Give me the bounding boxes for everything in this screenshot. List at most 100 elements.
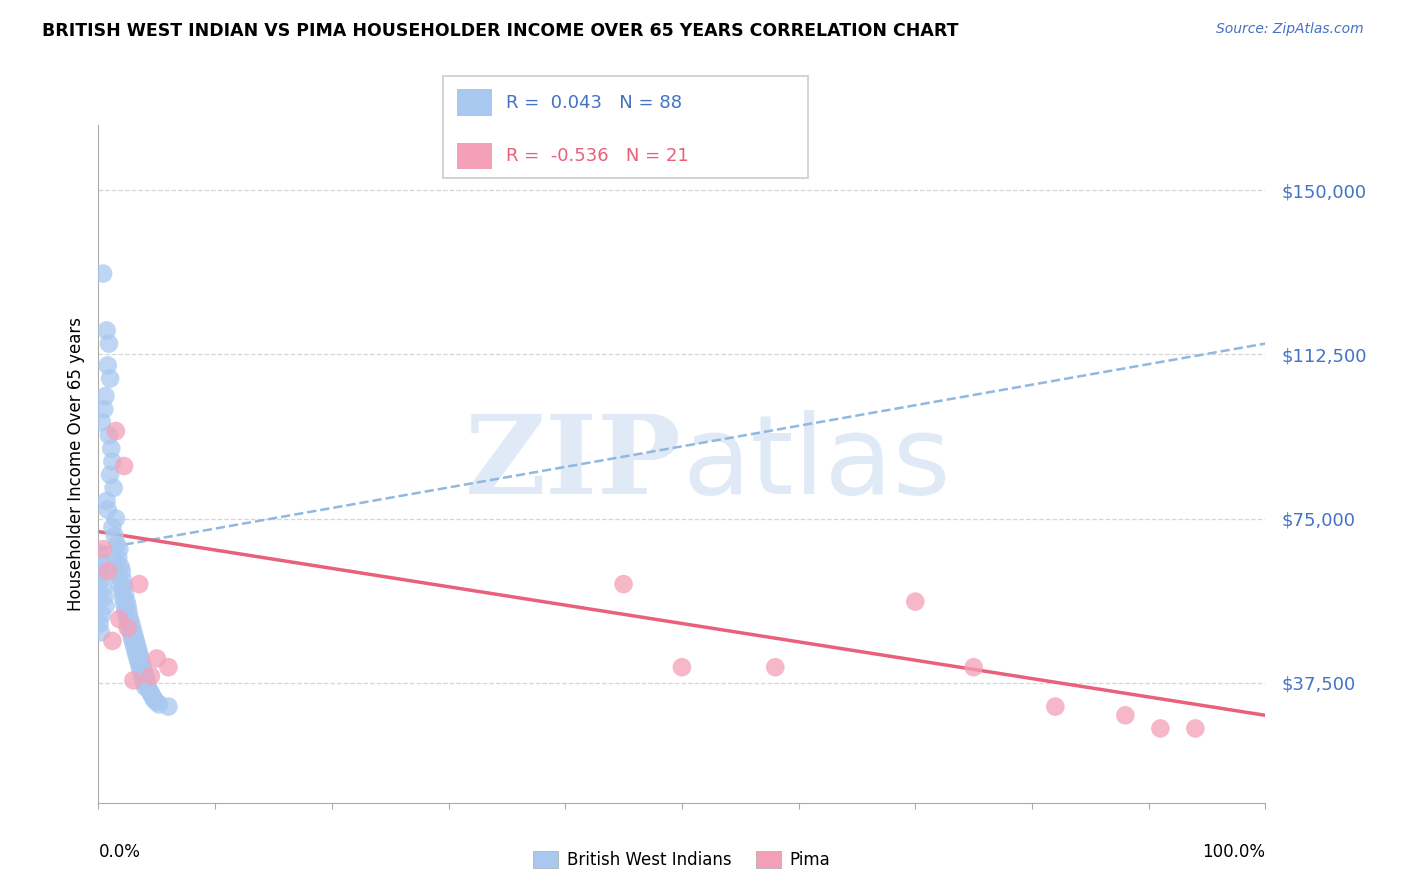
Point <box>139 684 162 698</box>
Point <box>1045 699 1067 714</box>
Point <box>124 640 146 655</box>
Point <box>127 654 149 668</box>
Point <box>128 577 150 591</box>
Point <box>132 665 155 679</box>
Point <box>111 583 134 598</box>
Point <box>128 647 150 661</box>
Point <box>131 656 153 670</box>
Point <box>142 690 165 705</box>
Point <box>96 494 118 508</box>
Point <box>91 582 114 596</box>
Point <box>129 662 152 676</box>
Text: R =  -0.536   N = 21: R = -0.536 N = 21 <box>506 147 689 165</box>
Point <box>108 542 131 557</box>
Point <box>112 597 135 611</box>
Point <box>117 615 139 629</box>
Point <box>97 564 120 578</box>
Point <box>122 625 145 640</box>
Point <box>120 627 142 641</box>
Point <box>1184 722 1206 736</box>
Point <box>1149 722 1171 736</box>
Legend: British West Indians, Pima: British West Indians, Pima <box>527 845 837 876</box>
Point <box>105 568 128 582</box>
Point <box>125 645 148 659</box>
Text: R =  0.043   N = 88: R = 0.043 N = 88 <box>506 94 682 112</box>
Point <box>104 424 127 438</box>
Point <box>93 402 115 417</box>
Point <box>148 698 170 712</box>
Point <box>141 689 163 703</box>
Point <box>117 599 139 613</box>
Point <box>132 671 155 685</box>
Point <box>90 555 112 569</box>
Point <box>97 502 120 516</box>
Point <box>91 267 114 281</box>
Point <box>138 682 160 697</box>
Point <box>108 612 131 626</box>
Point <box>612 577 634 591</box>
Point <box>100 442 122 456</box>
Point <box>101 520 124 534</box>
Point <box>146 651 169 665</box>
Point <box>93 591 115 605</box>
Point <box>139 686 162 700</box>
Point <box>111 573 134 587</box>
Point <box>101 455 124 469</box>
Point <box>104 555 127 569</box>
Point <box>121 632 143 646</box>
Point <box>136 678 159 692</box>
Point <box>90 607 112 622</box>
Point <box>671 660 693 674</box>
Text: ZIP: ZIP <box>465 410 682 517</box>
Point <box>90 415 112 429</box>
Point <box>108 577 131 591</box>
Point <box>111 591 134 605</box>
Point <box>125 634 148 648</box>
Point <box>157 699 180 714</box>
Point <box>118 612 141 626</box>
Point <box>105 538 128 552</box>
Point <box>90 625 112 640</box>
Point <box>107 550 129 565</box>
Point <box>146 695 169 709</box>
Point <box>139 669 162 683</box>
Point <box>132 675 155 690</box>
Point <box>104 511 127 525</box>
Point <box>122 673 145 688</box>
Text: 100.0%: 100.0% <box>1202 844 1265 862</box>
Point <box>114 603 136 617</box>
Point <box>962 660 984 674</box>
Point <box>96 323 118 337</box>
Point <box>134 680 156 694</box>
Point <box>763 660 786 674</box>
Point <box>117 621 139 635</box>
Point <box>1114 708 1136 723</box>
Point <box>157 660 180 674</box>
Point <box>121 621 143 635</box>
Point <box>94 599 117 613</box>
Point <box>101 634 124 648</box>
Point <box>114 588 136 602</box>
Point <box>127 642 149 657</box>
Point <box>90 573 112 587</box>
Point <box>120 616 142 631</box>
Point <box>115 594 138 608</box>
Point <box>115 607 138 622</box>
Point <box>94 389 117 403</box>
Y-axis label: Householder Income Over 65 years: Householder Income Over 65 years <box>66 317 84 611</box>
Point <box>129 651 152 665</box>
Point <box>118 623 141 637</box>
Point <box>110 559 132 574</box>
Point <box>98 467 121 482</box>
Point <box>125 638 148 652</box>
Point <box>124 630 146 644</box>
Point <box>97 359 120 373</box>
Point <box>135 673 157 688</box>
Point <box>103 481 125 495</box>
Point <box>90 547 112 561</box>
Text: 0.0%: 0.0% <box>98 844 141 862</box>
Text: atlas: atlas <box>682 410 950 517</box>
Point <box>132 660 155 674</box>
Point <box>112 458 135 473</box>
Point <box>97 336 120 351</box>
